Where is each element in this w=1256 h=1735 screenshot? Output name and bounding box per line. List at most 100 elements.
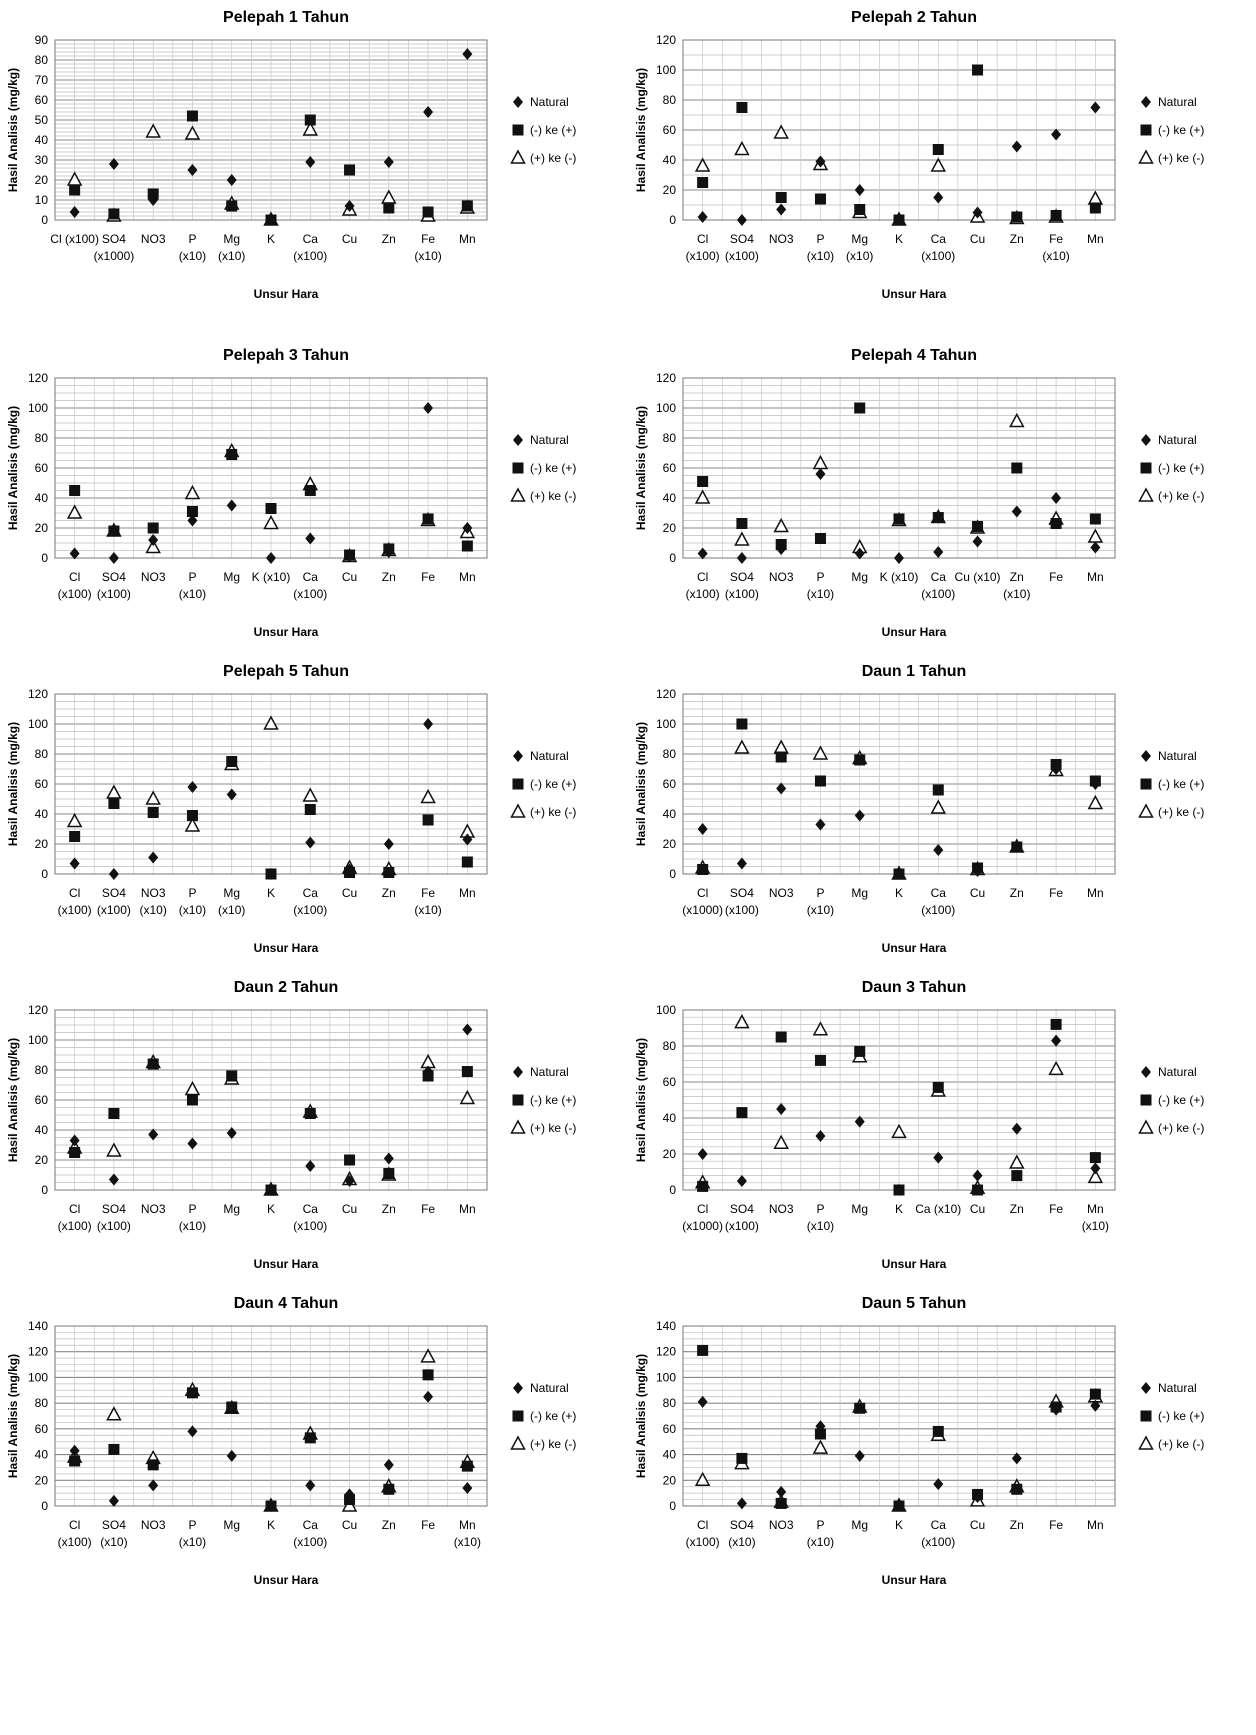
minus-to-plus-point: [108, 525, 120, 537]
plus-to-minus-point: [263, 514, 279, 530]
legend: Natural (-) ke (+) (+) ke (-): [510, 433, 576, 503]
x-tick-label: Mg: [851, 570, 868, 584]
minus-to-plus-point: [775, 192, 787, 203]
x-tick-label-line: P: [816, 232, 824, 246]
x-axis-label: Unsur Hara: [882, 625, 947, 639]
x-tick-label: Fe: [1049, 1518, 1063, 1532]
natural-point: [305, 532, 316, 545]
natural-point: [1051, 1034, 1062, 1047]
legend: Natural (-) ke (+) (+) ke (-): [1138, 95, 1204, 165]
x-tick-label-line: P: [816, 570, 824, 584]
minus-to-plus-point: [383, 202, 395, 214]
data-points: [66, 1348, 476, 1512]
minus-to-plus-point: [854, 1045, 866, 1057]
y-tick-label: 120: [28, 1345, 48, 1359]
minus-to-plus-point: [186, 1094, 198, 1106]
x-tick-label-line: SO4: [730, 1202, 754, 1216]
legend-natural-marker: [1141, 434, 1151, 446]
y-tick-label: 60: [35, 777, 49, 791]
y-tick-label: 0: [41, 867, 48, 881]
x-tick-label: Mg: [851, 1202, 868, 1216]
gridlines: [682, 377, 1116, 559]
plus-to-minus-point: [145, 123, 161, 138]
x-tick-label-line: SO4: [730, 886, 754, 900]
x-tick-label: Ca (x100): [293, 570, 327, 601]
x-tick-label-line: SO4: [102, 1518, 126, 1532]
x-tick-label-line: Mn: [1087, 1202, 1104, 1216]
y-tick-label: 80: [663, 1396, 677, 1410]
x-tick-label-line: Mg: [223, 886, 240, 900]
x-tick-label-line: (x10): [807, 249, 834, 263]
y-tick-label: 0: [669, 867, 676, 881]
x-tick-label: Cu (x10): [955, 570, 1001, 584]
natural-point: [776, 1485, 787, 1498]
x-tick-label: Ca (x100): [293, 232, 327, 263]
x-tick-label-line: NO3: [769, 1202, 794, 1216]
natural-point: [776, 1103, 787, 1115]
x-tick-label-line: (x100): [921, 903, 955, 917]
x-tick-label-line: K (x10): [880, 570, 919, 584]
y-tick-label: 0: [41, 213, 48, 227]
legend-minus-to-plus-marker: [512, 462, 524, 474]
legend-natural-marker: [513, 1066, 523, 1078]
chart-panel: Daun 2 Tahun 0 20 40 60 80 100 120 Hasil Analisi…: [6, 979, 576, 1271]
minus-to-plus-point: [775, 751, 787, 763]
natural-point: [148, 534, 159, 546]
natural-point: [815, 468, 826, 480]
plus-to-minus-point: [734, 531, 750, 546]
y-tick-label: 80: [35, 747, 49, 761]
natural-point: [1090, 541, 1101, 554]
minus-to-plus-point: [422, 1369, 434, 1381]
x-tick-label: Ca (x100): [921, 886, 955, 917]
x-tick-label-line: SO4: [102, 232, 126, 246]
x-tick-label: Mg (x10): [218, 232, 245, 263]
legend-natural-marker: [513, 750, 523, 762]
x-axis-ticks: Cl (x1000) SO4 (x100) NO3 P (x10) Mg K Ca (x10) Cu…: [682, 1202, 1109, 1233]
plus-to-minus-point: [812, 1439, 829, 1454]
minus-to-plus-point: [736, 102, 748, 113]
y-tick-label: 40: [663, 153, 677, 167]
plus-to-minus-point: [302, 787, 319, 802]
chart-panel: Pelepah 2 Tahun 0 20 40 60 80 100 120 Hasil Anal…: [634, 9, 1204, 301]
natural-point: [266, 868, 276, 880]
gridlines: [682, 39, 1116, 221]
x-tick-label: SO4 (x10): [728, 1518, 755, 1549]
natural-point: [423, 402, 434, 414]
legend-label: (+) ke (-): [530, 1121, 576, 1135]
minus-to-plus-point: [814, 533, 826, 544]
minus-to-plus-point: [226, 449, 238, 460]
minus-to-plus-point: [932, 1425, 944, 1437]
y-tick-label: 40: [35, 133, 49, 147]
x-tick-label-line: Mn: [1087, 570, 1104, 584]
legend-label: Natural: [530, 1381, 569, 1395]
x-tick-label-line: Ca: [931, 570, 947, 584]
plus-to-minus-point: [1087, 1168, 1104, 1184]
x-tick-label: K: [895, 1518, 903, 1532]
y-axis-ticks: 0 20 40 60 80 100: [656, 1003, 676, 1197]
x-tick-label: Cl (x100): [686, 570, 720, 601]
legend-minus-to-plus-marker: [512, 1410, 524, 1422]
x-tick-label-line: (x10): [807, 1219, 834, 1233]
minus-to-plus-point: [304, 1432, 316, 1444]
y-axis-label: Hasil Analisis (mg/kg): [634, 1038, 648, 1162]
x-tick-label: Cl (x100): [686, 232, 720, 263]
y-tick-label: 20: [35, 521, 49, 535]
x-tick-label-line: (x10): [179, 1219, 206, 1233]
legend-label: Natural: [530, 749, 569, 763]
natural-point: [108, 1494, 119, 1507]
x-tick-label-line: (x10): [807, 1535, 834, 1549]
x-tick-label-line: (x10): [218, 249, 245, 263]
x-tick-label: Zn: [1010, 1518, 1024, 1532]
natural-point: [815, 1420, 826, 1433]
natural-point: [344, 863, 355, 876]
legend-minus-to-plus-marker: [512, 124, 524, 136]
data-points: [66, 1023, 476, 1196]
y-tick-label: 120: [28, 371, 48, 385]
x-tick-label-line: Mg: [851, 570, 868, 584]
x-tick-label-line: SO4: [730, 570, 754, 584]
natural-point: [305, 1479, 316, 1492]
x-tick-label: NO3: [769, 1518, 794, 1532]
legend-minus-to-plus-marker: [1140, 1094, 1152, 1106]
natural-point: [776, 203, 787, 216]
y-axis-ticks: 0 20 40 60 80 100 120 140: [656, 1319, 676, 1513]
